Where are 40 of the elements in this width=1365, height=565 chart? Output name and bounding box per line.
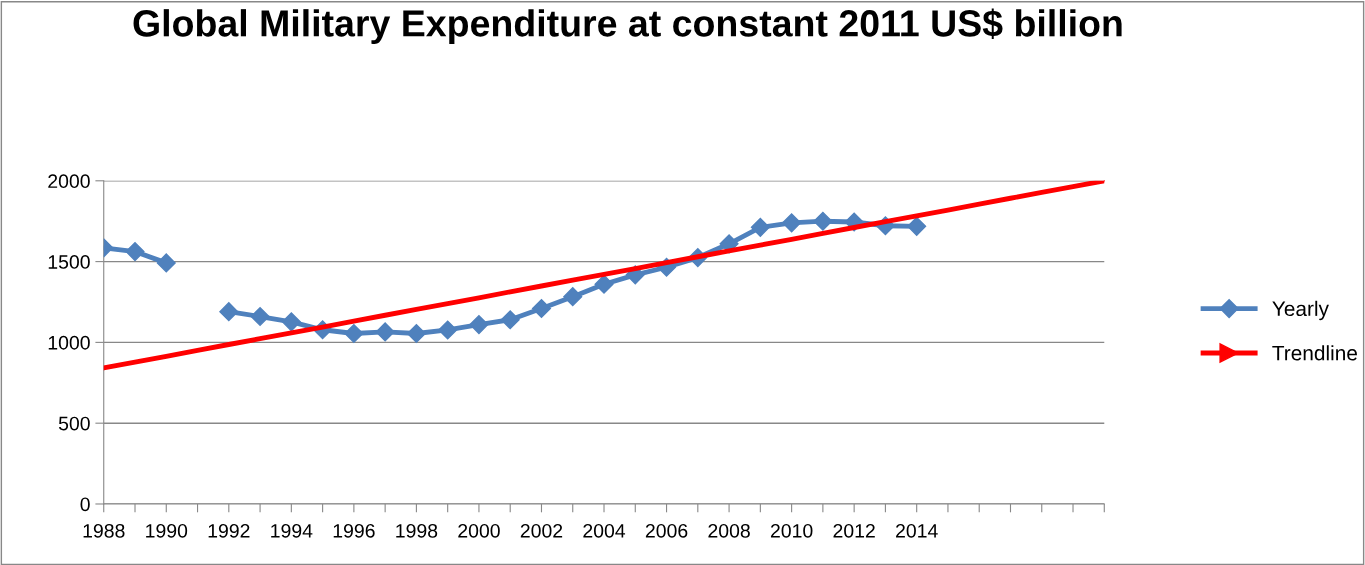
point [469,315,489,335]
legend-label: Yearly [1272,300,1329,321]
x-tick-label: 2010 [770,523,813,538]
x-tick-label: 1994 [271,523,313,538]
y-tick-label: 1000 [48,335,90,350]
x-tick-label: 2004 [583,523,626,538]
y-tick-label: 2000 [48,174,90,189]
x-tick-label: 1998 [396,523,438,538]
y-tick-label: 0 [80,497,90,512]
point [907,216,927,236]
x-tick-label: 1990 [146,523,188,538]
point [344,323,364,344]
point [406,323,426,344]
x-tick-label: 2012 [833,523,875,538]
point [594,274,614,294]
y-tick-label: 500 [58,416,90,431]
point [281,312,301,332]
point [500,310,520,330]
x-tick-label: 2002 [520,523,563,538]
point [375,322,395,342]
point [438,320,458,340]
point [250,307,270,327]
x-tick-label: 1996 [333,523,375,538]
x-tick-label: 2008 [708,523,750,538]
point [782,213,802,233]
x-tick-label: 1992 [208,523,250,538]
y-tick-label: 1500 [48,255,90,269]
x-tick-label: 1988 [83,523,125,538]
point [813,211,833,231]
x-tick-label: 2006 [645,523,688,538]
point [125,242,145,262]
legend-label: Trendline [1272,345,1357,361]
point [563,287,583,307]
x-tick-label: 2014 [896,523,938,538]
chart-title: Global Military Expenditure at constant 2011 US$ billion [133,8,1122,45]
point [219,302,239,322]
x-tick-label: 2000 [458,523,500,538]
point [531,298,552,318]
point [156,253,176,273]
point [750,217,770,237]
